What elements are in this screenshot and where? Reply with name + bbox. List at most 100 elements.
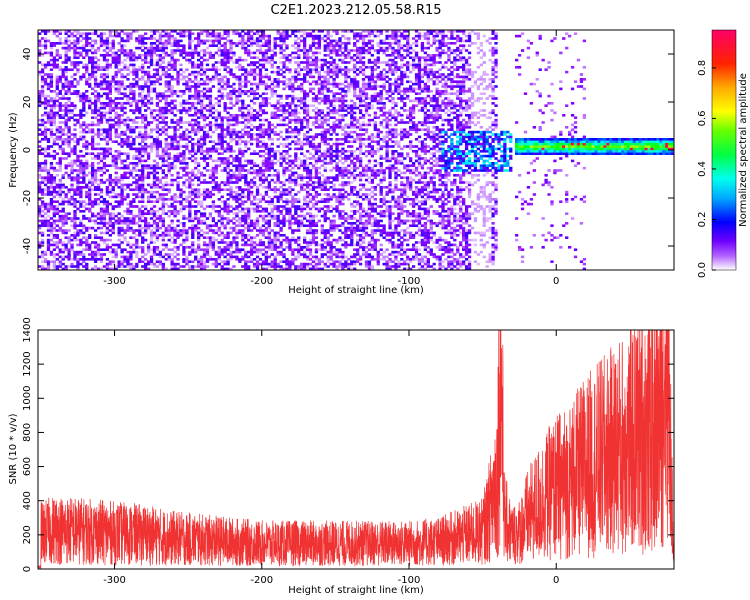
heatmap-cell [244,178,248,182]
heatmap-cell [38,183,42,187]
heatmap-cell [158,75,163,79]
heatmap-cell [64,109,68,112]
heatmap-cell [88,104,92,107]
heatmap-cell [55,51,59,55]
heatmap-cell [188,157,192,160]
heatmap-cell [82,214,86,218]
heatmap-cell [294,80,298,83]
heatmap-cell [58,238,62,242]
heatmap-cell [49,250,54,254]
heatmap-cell [102,212,107,215]
heatmap-cell [220,133,224,136]
heatmap-cell [123,106,127,110]
heatmap-cell [194,133,198,136]
heatmap-cell [167,82,171,86]
heatmap-cell [52,97,57,100]
heatmap-cell [170,51,174,55]
heatmap-cell [282,150,286,153]
heatmap-cell [217,248,221,251]
heatmap-cell [73,90,77,93]
heatmap-cell [294,255,298,259]
heatmap-cell [232,212,236,215]
heatmap-cell [197,231,201,235]
heatmap-cell [297,30,301,33]
heatmap-cell [155,145,160,148]
heatmap-cell [126,224,130,227]
heatmap-cell [117,193,121,196]
heatmap-cell [55,85,59,88]
heatmap-cell [141,97,145,100]
heatmap-cell [73,253,77,256]
heatmap-cell [55,246,59,249]
heatmap-cell [232,238,236,242]
heatmap-cell [99,68,104,71]
heatmap-cell [297,214,301,218]
heatmap-cell [197,171,201,175]
heatmap-cell [191,106,195,110]
heatmap-cell [55,174,59,177]
heatmap-cell [144,207,148,211]
heatmap-cell [117,195,121,199]
heatmap-cell [202,150,207,153]
heatmap-cell [238,80,242,83]
heatmap-cell [258,262,263,266]
heatmap-cell [105,75,110,79]
heatmap-cell [46,210,51,213]
heatmap-cell [138,135,142,139]
heatmap-cell [135,243,139,247]
heatmap-cell [182,154,186,158]
heatmap-cell [79,126,83,129]
heatmap-cell [43,46,48,50]
heatmap-cell [123,49,127,52]
heatmap-cell [297,73,301,76]
heatmap-cell [276,106,280,110]
heatmap-cell [141,176,145,179]
heatmap-cell [126,222,130,225]
heatmap-cell [40,152,45,155]
heatmap-cell [46,138,51,141]
heatmap-cell [46,176,51,179]
heatmap-cell [267,164,271,167]
heatmap-cell [291,140,295,143]
heatmap-cell [247,193,251,196]
heatmap-cell [67,104,71,107]
heatmap-cell [202,248,207,251]
heatmap-cell [49,154,54,158]
heatmap-cell [117,90,121,93]
heatmap-cell [300,123,304,127]
heatmap-cell [146,66,151,69]
heatmap-cell [105,169,110,172]
heatmap-cell [197,200,201,203]
heatmap-cell [176,42,180,45]
heatmap-cell [91,255,95,259]
heatmap-cell [108,85,112,88]
heatmap-cell [96,236,101,239]
heatmap-cell [49,260,54,263]
heatmap-cell [173,195,177,199]
heatmap-cell [191,226,195,230]
heatmap-cell [205,231,210,235]
heatmap-cell [158,106,163,110]
heatmap-cell [144,138,148,141]
heatmap-cell [40,222,45,225]
heatmap-cell [238,114,242,117]
heatmap-cell [258,123,263,127]
heatmap-cell [226,171,230,175]
heatmap-cell [214,222,218,225]
heatmap-cell [67,164,71,167]
heatmap-cell [102,150,107,153]
heatmap-cell [191,70,195,74]
heatmap-cell [185,164,189,167]
heatmap-cell [197,97,201,100]
heatmap-cell [267,87,271,91]
heatmap-cell [99,111,104,115]
heatmap-cell [164,80,168,83]
heatmap-cell [252,248,257,251]
heatmap-cell [46,265,51,268]
heatmap-cell [282,159,286,163]
heatmap-cell [93,49,98,52]
heatmap-cell [214,231,218,235]
heatmap-cell [82,258,86,261]
heatmap-cell [99,87,104,91]
heatmap-cell [132,85,136,88]
